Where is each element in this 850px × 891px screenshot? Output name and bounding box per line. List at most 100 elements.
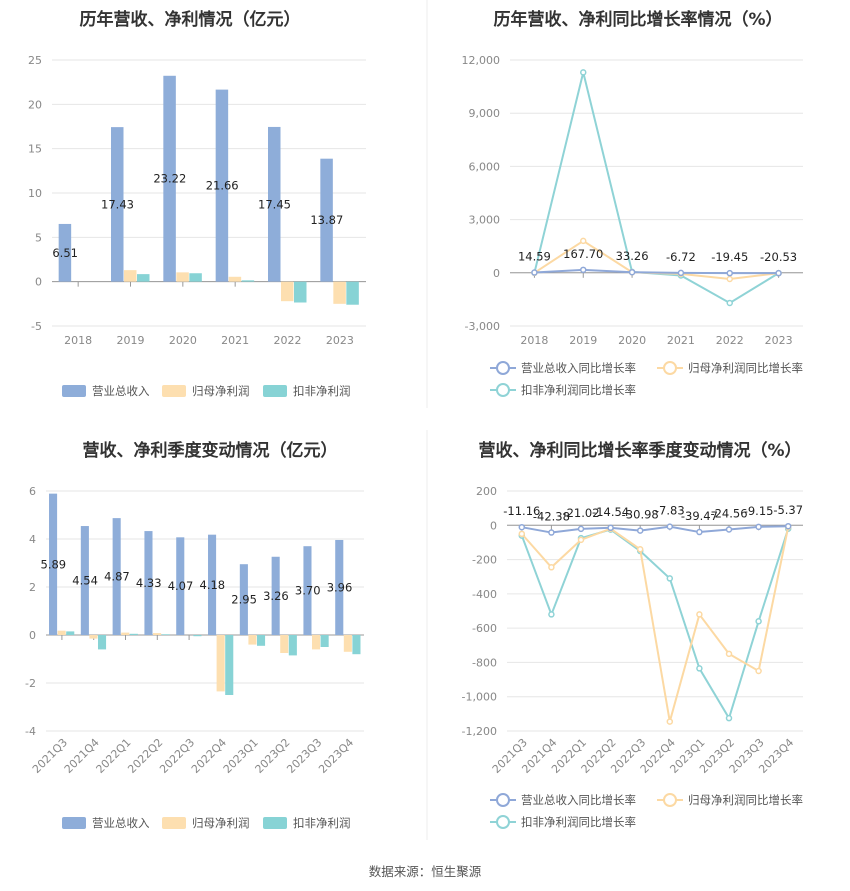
data-point bbox=[755, 618, 762, 625]
data-label: -39.47 bbox=[681, 509, 718, 523]
legend-swatch bbox=[62, 385, 86, 397]
bar-扣非净利润 bbox=[97, 635, 107, 650]
x-tick-label: 2019 bbox=[117, 334, 145, 347]
bar-营业总收入 bbox=[176, 537, 185, 635]
bar-营业总收入 bbox=[215, 89, 229, 282]
bar-扣非净利润 bbox=[320, 635, 329, 647]
bar-归母净利润 bbox=[176, 272, 189, 282]
legend-swatch bbox=[62, 817, 86, 829]
y-tick-label: 25 bbox=[28, 54, 42, 67]
data-point bbox=[636, 546, 644, 553]
bar-营业总收入 bbox=[268, 126, 281, 282]
data-point bbox=[666, 523, 674, 530]
legend-marker bbox=[663, 793, 677, 807]
series-line-营业总收入同比增长率 bbox=[534, 268, 779, 275]
y-tick-label: -600 bbox=[472, 622, 497, 635]
data-label: 21.66 bbox=[206, 179, 239, 193]
chart-quarterly-growth-rate: 营收、净利同比增长率季度变动情况（%） 200 0 -200 -400 -600 -800 -… bbox=[462, 440, 803, 829]
x-tick-label: 2023 bbox=[326, 334, 354, 347]
bar-营业总收入 bbox=[111, 127, 124, 282]
y-tick-label: 6 bbox=[29, 485, 36, 498]
data-label: -20.53 bbox=[760, 250, 797, 264]
data-point bbox=[628, 268, 636, 276]
bar-营业总收入 bbox=[144, 531, 153, 635]
y-tick-label: 20 bbox=[28, 98, 42, 111]
legend-marker bbox=[663, 361, 677, 375]
legend-label: 扣非净利润同比增长率 bbox=[521, 815, 636, 829]
data-label: 13.87 bbox=[310, 213, 343, 227]
legend-marker bbox=[496, 793, 510, 807]
chart-title: 历年营收、净利同比增长率情况（%） bbox=[493, 9, 782, 30]
bar-归母净利润 bbox=[281, 281, 294, 302]
data-point bbox=[755, 523, 762, 531]
y-tick-label: 6,000 bbox=[469, 160, 501, 173]
y-tick-label: -1,200 bbox=[462, 725, 497, 738]
data-label: 167.70 bbox=[563, 247, 603, 261]
y-tick-label: 9,000 bbox=[469, 107, 501, 120]
bar-归母净利润 bbox=[343, 635, 352, 652]
y-tick-label: 3,000 bbox=[469, 214, 501, 227]
data-label: -11.16 bbox=[503, 504, 540, 518]
bar-归母净利润 bbox=[280, 635, 289, 653]
data-point bbox=[548, 611, 555, 618]
y-tick-label: 15 bbox=[28, 143, 42, 156]
data-point bbox=[666, 575, 674, 582]
data-label: 4.07 bbox=[168, 579, 194, 593]
y-tick-label: -3,000 bbox=[465, 320, 500, 333]
bar-营业总收入 bbox=[320, 158, 333, 282]
y-tick-label: 0 bbox=[493, 267, 500, 280]
data-point bbox=[666, 718, 674, 725]
data-label: 5.89 bbox=[41, 557, 67, 571]
x-tick-label: 2021 bbox=[221, 334, 249, 347]
y-tick-label: 4 bbox=[29, 533, 36, 546]
legend-label: 营业总收入同比增长率 bbox=[521, 361, 636, 375]
data-point bbox=[518, 523, 526, 531]
bar-归母净利润 bbox=[248, 635, 257, 645]
y-tick-label: 0 bbox=[35, 276, 42, 289]
y-tick-label: 0 bbox=[490, 519, 497, 532]
data-label: -14.54 bbox=[592, 505, 629, 519]
data-point bbox=[696, 528, 703, 536]
data-point bbox=[577, 525, 585, 533]
legend-marker bbox=[496, 361, 510, 375]
data-label: 17.45 bbox=[258, 197, 291, 211]
y-tick-label: -400 bbox=[472, 588, 497, 601]
bar-扣非净利润 bbox=[225, 635, 234, 695]
bar-营业总收入 bbox=[163, 75, 176, 282]
chart-annual-growth-rate: 历年营收、净利同比增长率情况（%） 12,000 9,000 6,000 3,000 0 -… bbox=[462, 9, 803, 397]
data-point bbox=[677, 269, 685, 277]
series-line-扣非净利润同比增长率 bbox=[520, 528, 790, 721]
data-source: 数据来源：恒生聚源 bbox=[369, 864, 482, 879]
bar-扣非净利润 bbox=[189, 273, 202, 282]
data-label: -5.37 bbox=[773, 503, 803, 517]
data-point bbox=[726, 275, 733, 283]
x-tick-label: 2023 bbox=[765, 334, 793, 347]
data-label: 14.59 bbox=[518, 250, 551, 264]
y-tick-label: -1,000 bbox=[462, 691, 497, 704]
bar-营业总收入 bbox=[303, 546, 312, 635]
data-label: 6.51 bbox=[52, 246, 78, 260]
legend-swatch bbox=[162, 817, 186, 829]
data-label: 4.33 bbox=[136, 576, 162, 590]
data-point bbox=[726, 269, 733, 277]
data-point bbox=[577, 536, 585, 544]
bar-营业总收入 bbox=[335, 539, 344, 635]
y-tick-label: -5 bbox=[31, 320, 42, 333]
y-tick-label: 2 bbox=[29, 581, 36, 594]
bar-扣非净利润 bbox=[129, 633, 138, 635]
legend-label: 营业总收入 bbox=[92, 816, 150, 830]
data-label: 4.54 bbox=[72, 574, 98, 588]
bar-营业总收入 bbox=[58, 223, 72, 282]
x-tick-label: 2022 bbox=[716, 334, 744, 347]
legend-label: 归母净利润 bbox=[192, 816, 250, 830]
y-tick-label: 10 bbox=[28, 187, 42, 200]
chart-title: 营收、净利同比增长率季度变动情况（%） bbox=[478, 440, 801, 461]
bar-归母净利润 bbox=[312, 635, 321, 650]
y-tick-label: -200 bbox=[472, 554, 497, 567]
data-label: -7.83 bbox=[655, 504, 685, 518]
legend-label: 扣非净利润 bbox=[293, 384, 351, 398]
data-point bbox=[531, 269, 538, 276]
bar-归母净利润 bbox=[124, 270, 137, 282]
bar-扣非净利润 bbox=[161, 634, 170, 635]
data-label: 3.70 bbox=[295, 584, 321, 598]
